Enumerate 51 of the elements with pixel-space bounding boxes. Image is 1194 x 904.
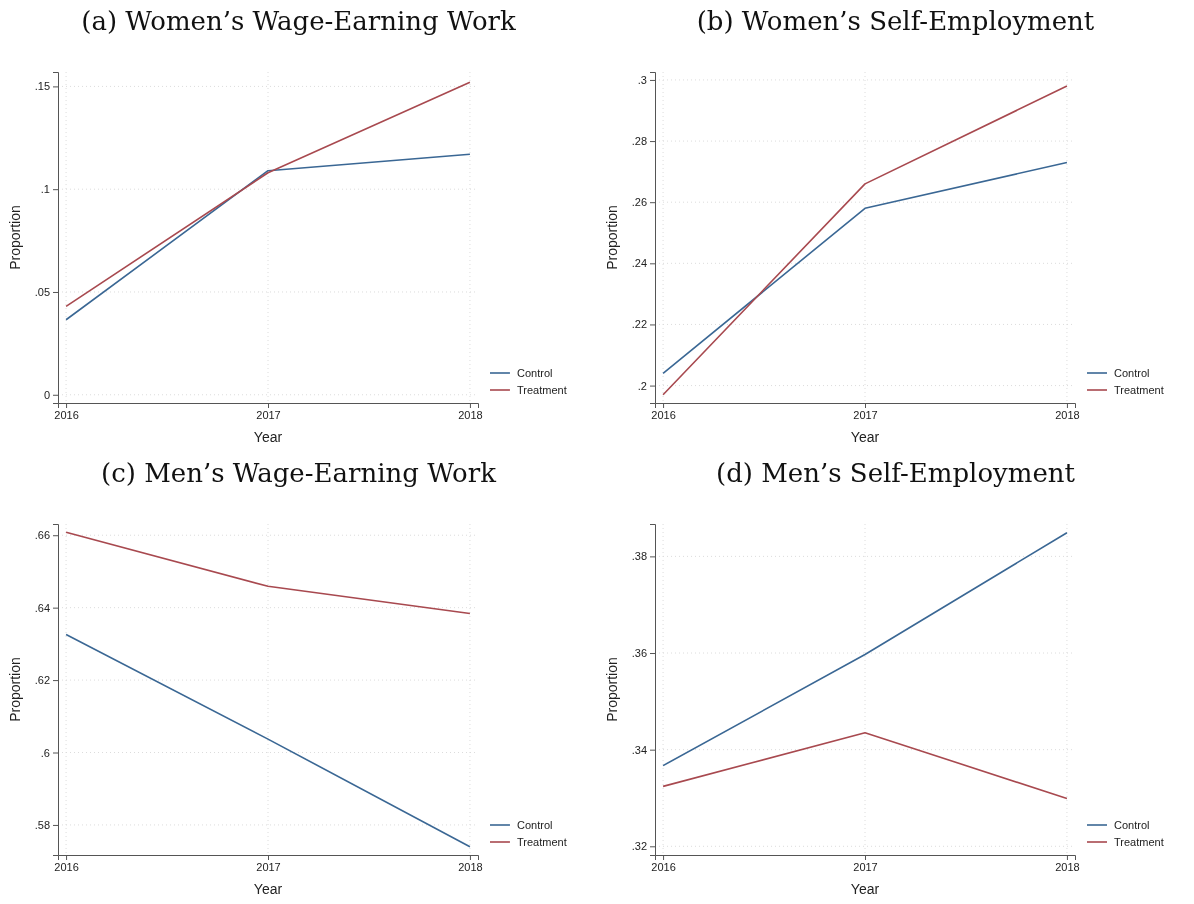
- x-axis-title: Year: [850, 881, 880, 897]
- y-tick-label: .1: [40, 183, 50, 196]
- y-tick-label: .24: [631, 257, 647, 270]
- x-tick-label: 2016: [651, 860, 676, 873]
- y-tick-label: .26: [631, 196, 647, 209]
- x-axis-title: Year: [253, 429, 283, 445]
- legend-label: Treatment: [517, 836, 567, 848]
- x-axis-title: Year: [850, 429, 880, 445]
- y-tick-label: .3: [637, 73, 647, 86]
- y-tick-label: .34: [631, 743, 647, 756]
- legend-label: Control: [1114, 819, 1150, 831]
- y-tick-label: .32: [631, 840, 647, 853]
- x-tick-label: 2017: [853, 408, 878, 421]
- x-tick-label: 2016: [54, 408, 79, 421]
- x-tick-label: 2017: [256, 408, 281, 421]
- legend-label: Treatment: [1114, 384, 1164, 396]
- x-tick-label: 2017: [256, 860, 281, 873]
- y-axis-title: Proportion: [7, 657, 23, 722]
- x-tick-label: 2018: [458, 860, 483, 873]
- chart-title: (a) Women’s Wage-Earning Work: [81, 6, 516, 36]
- x-axis-title: Year: [253, 881, 283, 897]
- y-axis-title: Proportion: [7, 205, 23, 270]
- y-tick-label: .62: [34, 674, 50, 687]
- y-tick-label: .38: [631, 550, 647, 563]
- x-tick-label: 2018: [1055, 408, 1080, 421]
- y-axis-title: Proportion: [604, 657, 620, 722]
- y-tick-label: 0: [43, 388, 50, 401]
- x-tick-label: 2016: [651, 408, 676, 421]
- y-tick-label: .66: [34, 529, 50, 542]
- legend-label: Control: [517, 367, 553, 379]
- x-tick-label: 2018: [458, 408, 483, 421]
- legend-label: Treatment: [1114, 836, 1164, 848]
- y-tick-label: .64: [34, 601, 50, 614]
- y-tick-label: .6: [40, 746, 50, 759]
- y-tick-label: .58: [34, 818, 50, 831]
- legend-label: Control: [517, 819, 553, 831]
- legend-label: Control: [1114, 367, 1150, 379]
- chart-title: (b) Women’s Self-Employment: [696, 6, 1095, 36]
- x-tick-label: 2017: [853, 860, 878, 873]
- legend-label: Treatment: [517, 384, 567, 396]
- x-tick-label: 2018: [1055, 860, 1080, 873]
- chart-title: (d) Men’s Self-Employment: [716, 458, 1076, 488]
- y-tick-label: .22: [631, 318, 647, 331]
- y-axis-title: Proportion: [604, 205, 620, 270]
- x-tick-label: 2016: [54, 860, 79, 873]
- y-tick-label: .05: [34, 286, 50, 298]
- y-tick-label: .2: [637, 379, 647, 392]
- y-tick-label: .36: [631, 647, 647, 660]
- chart-title: (c) Men’s Wage-Earning Work: [101, 458, 497, 488]
- y-tick-label: .15: [34, 80, 50, 93]
- y-tick-label: .28: [631, 135, 647, 148]
